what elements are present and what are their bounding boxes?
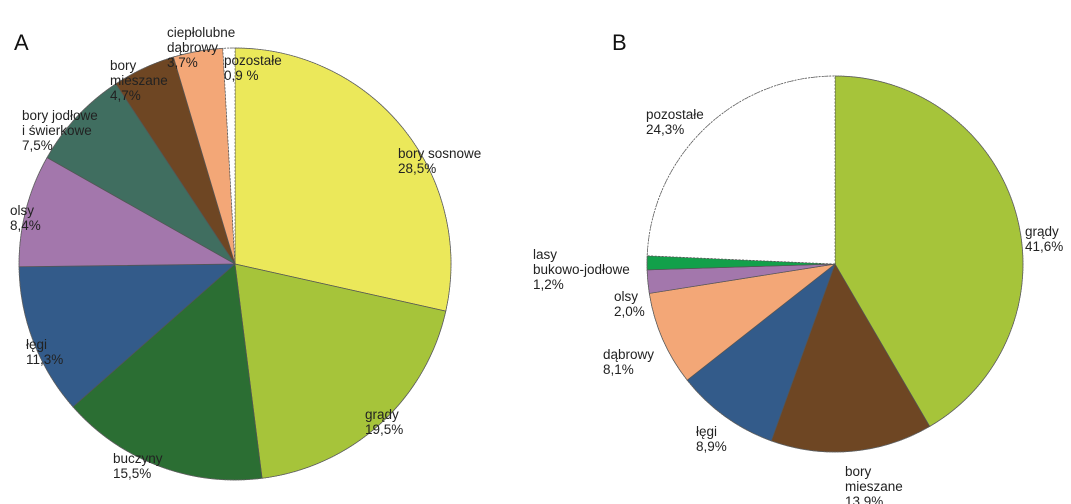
pie-slice-łęgi [686,262,836,442]
pie-slice-pozostałe [646,75,836,265]
slice-label-grądy: grądy 19,5% [365,407,403,437]
slice-label-bory-sosnowe: bory sosnowe 28,5% [398,146,481,176]
panel-label-a: A [14,30,29,55]
pie-outline [646,75,1024,453]
slice-label-ciepłolubne-dąbrowy: ciepłolubne dąbrowy 3,7% [167,25,235,70]
slice-label-łęgi: łęgi 8,9% [696,424,727,454]
pie-outline [18,47,452,481]
panel-label-b: B [612,30,627,55]
slice-label-bory-mieszane: bory mieszane 4,7% [110,58,168,103]
slice-label-dąbrowy: dąbrowy 8,1% [603,347,654,377]
slice-label-lasy-bukowo-jodłowe: lasy bukowo-jodłowe 1,2% [533,247,630,292]
pie-chart-a: bory sosnowe 28,5% grądy 19,5% buczyny 15,5% ł… [10,25,481,481]
slice-label-buczyny: buczyny 15,5% [113,451,163,481]
pie-chart-b: grądy 41,6% bory mieszane 13,9% łęgi 8,9% dąbro… [533,30,1063,504]
slice-label-bory-mieszane: bory mieszane 13,9% [845,464,903,504]
slice-label-olsy: olsy 2,0% [614,289,645,319]
slice-label-pozostałe: pozostałe 0,9 % [224,53,282,83]
pie-slice-grądy [834,75,1024,427]
slice-label-łęgi: łęgi 11,3% [26,337,63,367]
slice-label-pozostałe: pozostałe 24,3% [646,107,704,137]
slice-label-olsy: olsy 8,4% [10,203,41,233]
slice-label-bory-jodłowe-i-świerkowe: bory jodłowe i świerkowe 7,5% [22,108,98,153]
slice-label-grądy: grądy 41,6% [1025,224,1063,254]
